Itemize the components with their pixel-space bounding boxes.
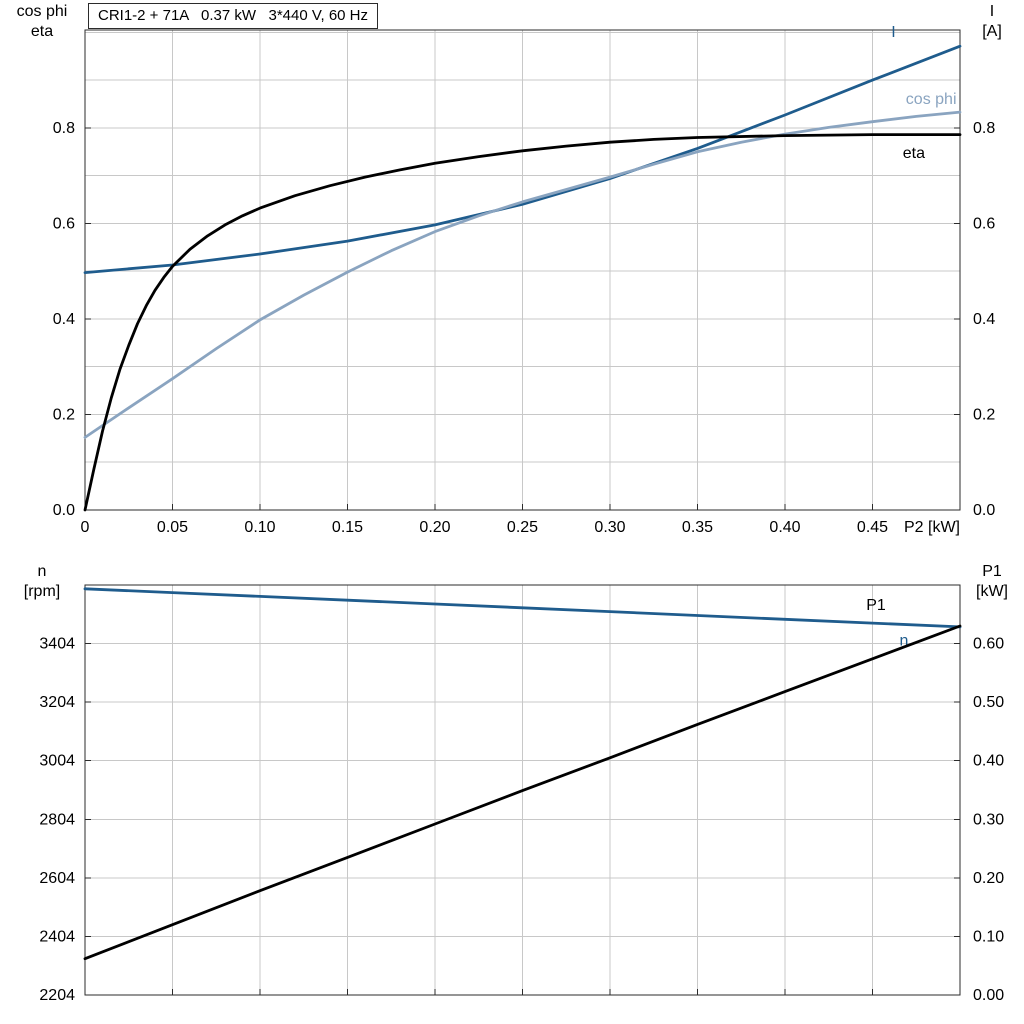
right-tick-label: 0.40	[973, 753, 1004, 770]
top-chart-right-axis-title: I [A]	[962, 2, 1022, 42]
series-label-n: n	[900, 632, 909, 649]
right-tick-label: 0.10	[973, 928, 1004, 945]
series-label-eta: eta	[903, 145, 925, 162]
left-tick-label: 2204	[39, 987, 75, 1004]
left-axis-title-unit-rpm: [rpm]	[23, 583, 61, 600]
right-axis-title-p1: P1	[982, 563, 1002, 580]
x-tick-label: 0.25	[507, 519, 538, 536]
bottom-chart-right-axis-title: P1 [kW]	[962, 562, 1022, 602]
x-tick-label: 0.15	[332, 519, 363, 536]
series-curve-n	[83, 587, 962, 629]
right-tick-label: 0.50	[973, 694, 1004, 711]
right-axis-title-unit-kw: [kW]	[976, 583, 1008, 600]
left-tick-label: 0.0	[53, 502, 75, 519]
right-tick-label: 0.4	[973, 311, 995, 328]
x-tick-label: 0	[81, 519, 90, 536]
left-tick-label: 2604	[39, 870, 75, 887]
bottom-chart-canvas: 2204 2404 2604 2804 3004 3204 3404 0.00 0.10 0.20…	[39, 584, 1004, 1004]
right-tick-label: 0.00	[973, 987, 1004, 1004]
left-tick-label: 0.4	[53, 311, 75, 328]
x-axis-label: P2 [kW]	[904, 519, 960, 536]
left-tick-label: 3404	[39, 636, 75, 653]
chart-title-box: CRI1-2 + 71A 0.37 kW 3*440 V, 60 Hz	[88, 3, 379, 29]
bottom-chart-left-axis-title: n [rpm]	[0, 562, 84, 602]
series-curve-i	[83, 44, 962, 275]
x-tick-label: 0.45	[857, 519, 888, 536]
right-axis-title-current: I	[989, 3, 995, 20]
x-tick-label: 0.30	[594, 519, 625, 536]
left-axis-title-cos-phi: cos phi	[16, 3, 68, 20]
x-tick-label: 0.05	[157, 519, 188, 536]
left-tick-label: 3004	[39, 753, 75, 770]
right-tick-label: 0.30	[973, 811, 1004, 828]
left-tick-label: 3204	[39, 694, 75, 711]
series-curve-cos-phi	[83, 110, 962, 439]
left-axis-title-speed: n	[37, 563, 47, 580]
right-tick-label: 0.2	[973, 406, 995, 423]
right-tick-label: 0.8	[973, 120, 995, 137]
left-tick-label: 2404	[39, 928, 75, 945]
series-label-i: I	[891, 24, 895, 41]
right-tick-label: 0.6	[973, 215, 995, 232]
x-tick-label: 0.20	[419, 519, 450, 536]
top-chart-left-axis-title: cos phi eta	[0, 2, 84, 42]
left-tick-label: 0.6	[53, 215, 75, 232]
x-tick-label: 0.10	[244, 519, 275, 536]
series-label-p1: P1	[866, 597, 886, 614]
right-tick-label: 0.60	[973, 636, 1004, 653]
top-chart-canvas: 0.0 0.2 0.4 0.6 0.8 0.0 0.2 0.4 0.6 0.8 0 0.05 0.10 0…	[53, 24, 996, 536]
series-label-cos-phi: cos phi	[906, 91, 957, 108]
right-axis-title-unit-amps: [A]	[982, 23, 1002, 40]
left-tick-label: 0.2	[53, 406, 75, 423]
left-tick-label: 2804	[39, 811, 75, 828]
left-axis-title-eta: eta	[30, 23, 54, 40]
left-tick-label: 0.8	[53, 120, 75, 137]
right-tick-label: 0.0	[973, 502, 995, 519]
series-curve-eta	[83, 133, 962, 512]
series-curve-p1	[83, 624, 962, 961]
x-tick-label: 0.40	[769, 519, 800, 536]
x-tick-label: 0.35	[682, 519, 713, 536]
right-tick-label: 0.20	[973, 870, 1004, 887]
